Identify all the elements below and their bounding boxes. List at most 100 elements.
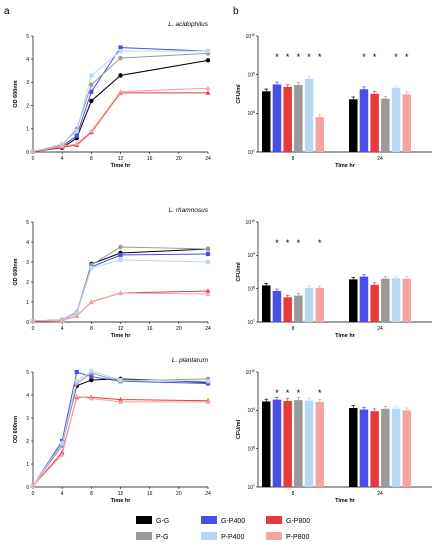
y-tick-label: 108 [247,445,255,452]
bar-G-P800 [283,401,292,487]
bar-G-P400 [272,291,282,322]
panel-label-a: a [4,6,10,17]
x-tick-label: 24 [205,326,211,332]
y-tick-label: 4 [26,393,29,399]
y-tick-label: 2 [26,439,29,445]
series-line-G-P800 [32,290,209,322]
bar-P-P400 [391,278,401,322]
y-tick-label: 108 [247,285,255,292]
x-tick-label: 20 [176,491,182,497]
significance-star: * [373,52,377,62]
data-point [118,244,123,250]
data-point [59,317,65,323]
bar-G-P400 [359,276,369,322]
data-point [205,399,211,404]
data-point [205,381,211,386]
x-tick-label: 20 [176,156,182,162]
y-tick-label: 5 [26,370,29,376]
bar-P-P400 [304,400,314,487]
x-tick-label: 12 [118,326,124,332]
data-point [74,313,80,318]
y-tick-label: 109 [247,252,255,259]
x-tick-label: 8 [90,491,93,497]
significance-star: * [362,52,366,62]
bar-G-P400 [272,399,282,487]
bar-G-P800 [370,93,379,152]
data-point [118,73,123,78]
bar-G-G [262,285,271,322]
category-label: 8 [292,326,295,332]
y-tick-label: 2 [26,103,29,109]
legend: G-G G-P400 G-P800 P-G P-P400 P-P800 [136,516,310,541]
legend-swatch-P-P400 [201,532,217,540]
y-tick-label: 0 [26,485,29,491]
significance-star: * [297,52,301,62]
bar-P-P800 [315,117,324,152]
x-tick-label: 4 [61,156,64,162]
x-tick-label: 20 [176,326,182,332]
bar-chart-1: 107 108 109 1010 Time hr CFU/ml 8 * * * * * 24 * * * * [236,33,432,169]
x-axis-label: Time hr [335,498,356,504]
x-axis-label: Time hr [335,163,356,169]
y-tick-label: 2 [26,280,29,286]
data-point [88,299,94,304]
significance-star: * [405,52,409,62]
species-title: L. rhamnosus [169,207,209,214]
series-line-G-P400 [32,253,209,322]
legend-label-G-P400: G-P400 [221,518,245,525]
data-point [60,441,65,446]
data-point [205,379,211,384]
y-tick-label: 0 [26,320,29,326]
y-tick-label: 0 [26,150,29,156]
bar-G-P800 [370,284,379,322]
y-axis-label: CFU/ml [236,419,242,439]
bar-P-P400 [391,408,401,487]
data-point [205,251,211,257]
panel-label-b: b [233,6,239,17]
bar-G-G [349,279,358,322]
x-axis-label: Time hr [335,333,356,339]
bar-chart-5: 107 108 109 1010 Time hr CFU/ml 8 * * * * 24 [236,369,432,504]
significance-star: * [286,238,290,248]
legend-swatch-G-P400 [201,516,217,524]
x-axis-label: Time hr [111,163,132,169]
significance-star: * [318,238,322,248]
bar-P-G [294,295,303,322]
y-axis-label: OD 600nm [13,80,19,107]
series-line-G-P400 [32,371,209,487]
data-point [118,45,123,50]
data-point [74,369,79,375]
y-tick-label: 108 [247,110,255,117]
y-tick-label: 4 [26,240,29,246]
significance-star: * [307,52,311,62]
x-tick-label: 12 [118,156,124,162]
data-point [118,252,123,258]
bar-P-P800 [315,401,324,487]
bar-P-P400 [304,287,314,322]
y-tick-label: 109 [247,407,255,414]
species-title: L. plantarum [172,357,209,364]
series-line-P-P800 [32,87,209,153]
bar-P-G [381,98,390,152]
species-title: L. acidophilus [168,21,208,28]
bar-P-G [381,278,390,322]
bar-G-P800 [283,86,292,152]
y-tick-label: 5 [26,220,29,226]
x-tick-label: 4 [61,491,64,497]
data-point [205,291,211,296]
legend-swatch-G-G [136,516,152,524]
data-point [118,399,123,404]
data-point [59,452,65,457]
y-tick-label: 1010 [246,33,256,40]
category-label: 24 [377,156,383,162]
y-tick-label: 1 [26,300,29,306]
legend-label-G-P800: G-P800 [286,518,310,525]
legend-swatch-G-P800 [266,516,282,524]
series-line-G-P800 [32,396,209,487]
data-point [89,265,94,271]
series-line-P-P400 [32,50,208,153]
data-point [74,133,79,138]
data-point [59,143,65,148]
